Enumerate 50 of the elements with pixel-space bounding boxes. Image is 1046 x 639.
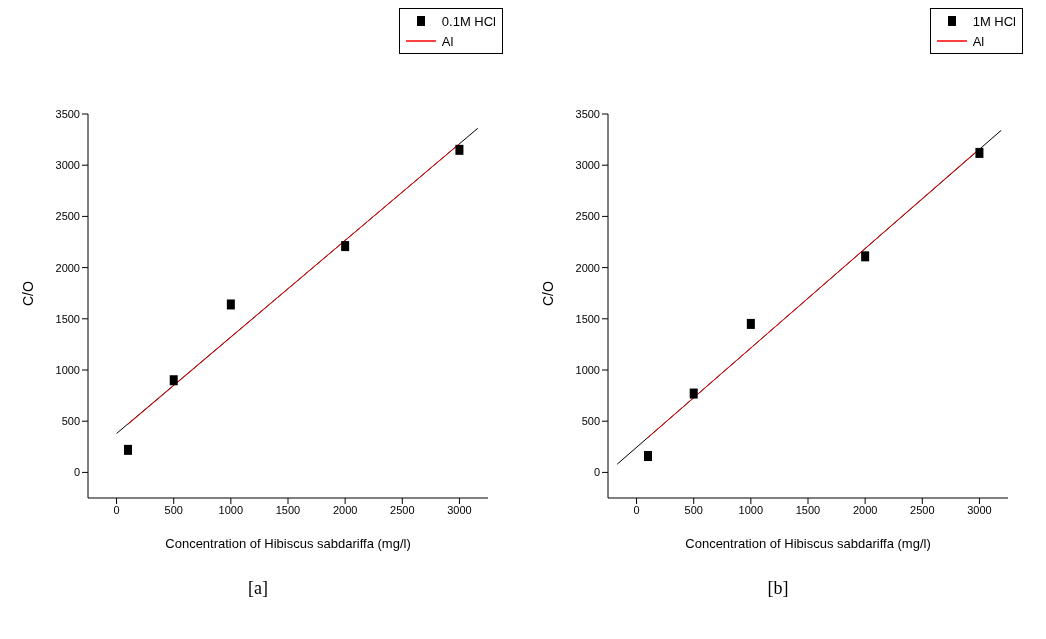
y-tick-label: 1000 <box>55 363 80 376</box>
y-tick-label: 1500 <box>575 312 600 325</box>
point <box>226 299 235 310</box>
x-tick-label: 3000 <box>967 503 992 516</box>
y-tick-label: 3500 <box>55 107 80 120</box>
x-tick-label: 0 <box>633 503 640 516</box>
y-tick-label: 2500 <box>575 210 600 223</box>
y-tick-label: 3000 <box>55 159 80 172</box>
x-tick-label: 500 <box>684 503 703 516</box>
x-tick-label: 1000 <box>738 503 764 516</box>
point <box>689 388 698 399</box>
y-tick-label: 1000 <box>575 363 600 376</box>
x-tick-label: 2000 <box>332 503 358 516</box>
y-tick-label: 2000 <box>575 261 600 274</box>
x-tick-label: 2500 <box>390 503 415 516</box>
point <box>455 144 464 155</box>
point <box>341 241 350 252</box>
x-axis-title: Concentration of Hibiscus sabdariffa (mg/l) <box>685 536 931 551</box>
x-tick-label: 1500 <box>795 503 821 516</box>
x-tick-label: 0 <box>113 503 120 516</box>
point <box>169 375 178 386</box>
text: [b] <box>766 578 790 599</box>
y-tick-label: 0 <box>593 466 600 479</box>
legend-label: 0.1M HCl <box>441 13 496 29</box>
y-tick-label: 2500 <box>55 210 80 223</box>
y-tick-label: 1500 <box>55 312 80 325</box>
y-tick-label: 2000 <box>55 261 80 274</box>
y-tick-label: 0 <box>73 466 80 479</box>
legend-label: Al <box>972 33 985 49</box>
point <box>644 451 652 462</box>
x-axis-title: Concentration of Hibiscus sabdariffa (mg/l) <box>165 536 411 551</box>
y-tick-label: 3500 <box>575 107 600 120</box>
y-axis-title: C/O <box>539 281 556 306</box>
x-tick-label: 500 <box>164 503 183 516</box>
x-tick-label: 1000 <box>218 503 244 516</box>
text: [a] <box>247 578 269 599</box>
x-tick-label: 1500 <box>275 503 301 516</box>
y-tick-label: 500 <box>61 415 80 428</box>
y-axis-title: C/O <box>19 281 36 306</box>
y-tick-label: 3000 <box>575 159 600 172</box>
point <box>861 251 870 262</box>
legend-label: Al <box>441 33 454 49</box>
x-tick-label: 3000 <box>447 503 472 516</box>
point <box>746 318 755 329</box>
legend-label: 1M HCl <box>972 13 1016 29</box>
x-tick-label: 2500 <box>910 503 935 516</box>
x-tick-label: 2000 <box>852 503 878 516</box>
y-tick-label: 500 <box>581 415 600 428</box>
point <box>124 444 132 455</box>
point <box>975 147 984 158</box>
